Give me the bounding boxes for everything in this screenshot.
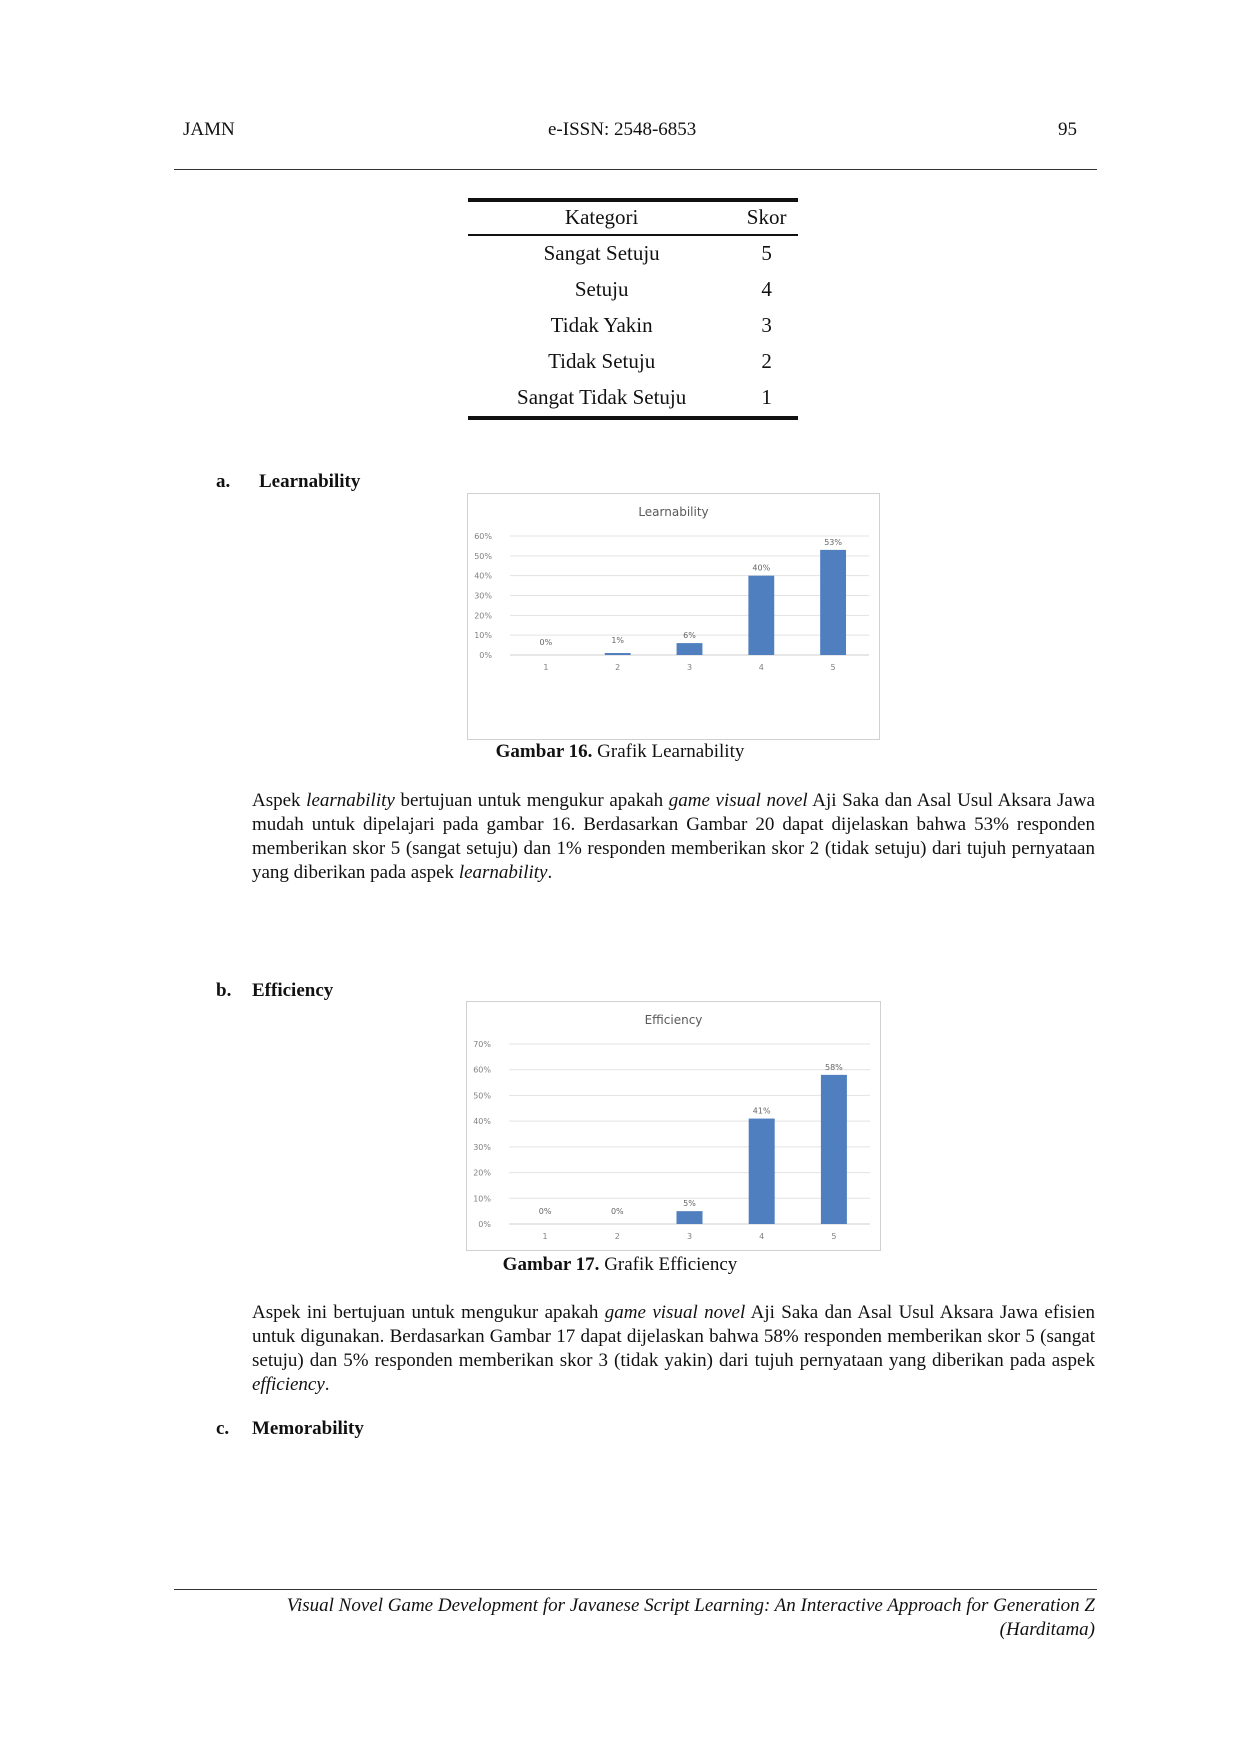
- table-row: Sangat Tidak Setuju 1: [468, 380, 798, 420]
- score-table: Kategori Skor Sangat Setuju 5 Setuju 4 Tidak…: [468, 198, 798, 420]
- footer-rule: [174, 1589, 1097, 1590]
- header-rule: [174, 169, 1097, 170]
- category-cell: Sangat Tidak Setuju: [468, 380, 736, 420]
- bar: [748, 575, 775, 655]
- table-row: Tidak Yakin 3: [468, 308, 798, 344]
- bar: [820, 1074, 847, 1224]
- category-cell: Setuju: [574, 277, 629, 301]
- paragraph: Aspek learnability bertujuan untuk mengu…: [252, 789, 1095, 885]
- bar: [604, 653, 631, 655]
- page-number: 95: [1058, 119, 1077, 140]
- section-title: Memorability: [252, 1418, 364, 1439]
- data-label: 5%: [683, 1199, 696, 1208]
- y-tick-label: 50%: [474, 552, 492, 561]
- table-row: Setuju 4: [468, 272, 798, 308]
- chart-learnability: Learnability 0% 10% 20% 30% 40% 50% 60% 0% 1 1% 2 6%…: [467, 493, 880, 740]
- chart-title: Learnability: [638, 505, 708, 519]
- paragraph-text: game visual novel: [604, 1302, 746, 1323]
- data-label: 53%: [824, 538, 842, 547]
- table-row: Sangat Setuju 5: [468, 235, 798, 272]
- data-label: 0%: [611, 1207, 624, 1216]
- data-label: 40%: [752, 564, 770, 573]
- section-letter: a.: [216, 471, 231, 492]
- y-tick-label: 40%: [474, 572, 492, 581]
- figure-caption: Gambar 17. Grafik Efficiency: [0, 1254, 1240, 1276]
- caption-label: Gambar 17.: [502, 1254, 600, 1275]
- table-row: Tidak Setuju 2: [468, 344, 798, 380]
- x-tick-label: 1: [543, 663, 548, 672]
- bar: [676, 1211, 703, 1224]
- paragraph-text: Aji Saka dan Asal Usul Aksara Jawa mudah…: [252, 790, 1095, 883]
- y-tick-label: 20%: [473, 1169, 491, 1178]
- y-tick-label: 40%: [473, 1117, 491, 1126]
- figure-caption: Gambar 16. Grafik Learnability: [0, 741, 1240, 763]
- category-cell: Tidak Setuju: [548, 349, 656, 373]
- y-tick-label: 60%: [474, 532, 492, 541]
- data-label: 6%: [683, 631, 696, 640]
- x-tick-label: 5: [831, 1232, 836, 1241]
- data-label: 41%: [753, 1107, 771, 1116]
- data-label: 1%: [611, 636, 624, 645]
- journal-name: JAMN: [183, 119, 235, 140]
- bar: [748, 1118, 775, 1224]
- section-title: Efficiency: [252, 980, 334, 1001]
- y-tick-label: 20%: [474, 611, 492, 620]
- paragraph-text: .: [547, 862, 553, 883]
- x-tick-label: 2: [615, 663, 620, 672]
- y-tick-label: 70%: [473, 1040, 491, 1049]
- y-tick-label: 10%: [473, 1194, 491, 1203]
- data-label: 0%: [539, 1207, 552, 1216]
- caption-text: Grafik Efficiency: [599, 1254, 738, 1275]
- paragraph-text: learnability: [458, 862, 548, 883]
- x-tick-label: 3: [687, 1232, 692, 1241]
- footer-author: (Harditama): [999, 1619, 1095, 1640]
- x-tick-label: 2: [615, 1232, 620, 1241]
- paragraph: Aspek ini bertujuan untuk mengukur apaka…: [252, 1301, 1095, 1397]
- paragraph-text: game visual novel: [668, 790, 808, 811]
- x-tick-label: 3: [687, 663, 692, 672]
- y-tick-label: 10%: [474, 631, 492, 640]
- table-header: Kategori: [468, 198, 736, 236]
- y-tick-label: 0%: [479, 651, 492, 660]
- score-cell: 5: [761, 241, 772, 265]
- paragraph-text: bertujuan untuk mengukur apakah: [394, 790, 669, 811]
- footer-line: Visual Novel Game Development for Javane…: [286, 1595, 1095, 1616]
- footer-title: Visual Novel Game Development for Javane…: [287, 1594, 1095, 1642]
- issn: e-ISSN: 2548-6853: [548, 119, 697, 140]
- caption-label: Gambar 16.: [495, 741, 593, 762]
- data-label: 58%: [825, 1063, 843, 1072]
- x-tick-label: 5: [831, 663, 836, 672]
- x-tick-label: 1: [543, 1232, 548, 1241]
- score-cell: 4: [761, 277, 772, 301]
- paragraph-text: Aspek: [252, 790, 307, 811]
- x-tick-label: 4: [759, 1232, 764, 1241]
- y-tick-label: 60%: [473, 1066, 491, 1075]
- bar: [676, 643, 703, 655]
- y-tick-label: 30%: [473, 1143, 491, 1152]
- table-header: Skor: [735, 198, 798, 236]
- chart-title: Efficiency: [645, 1013, 703, 1027]
- score-cell: 3: [761, 313, 772, 337]
- paragraph-text: efficiency: [252, 1374, 325, 1395]
- score-cell: 2: [761, 349, 772, 373]
- paragraph-text: Aji Saka dan Asal Usul Aksara Jawa efisi…: [252, 1302, 1096, 1371]
- y-tick-label: 30%: [474, 592, 492, 601]
- data-label: 0%: [540, 638, 553, 647]
- section-letter: c.: [216, 1418, 230, 1439]
- y-tick-label: 50%: [473, 1091, 491, 1100]
- paragraph-text: Aspek ini bertujuan untuk mengukur apaka…: [252, 1302, 605, 1323]
- score-cell: 1: [735, 380, 798, 420]
- y-tick-label: 0%: [478, 1220, 491, 1229]
- section-letter: b.: [216, 980, 232, 1001]
- section-title: Learnability: [259, 471, 361, 492]
- category-cell: Tidak Yakin: [550, 313, 653, 337]
- chart-efficiency: Efficiency 0% 10% 20% 30% 40% 50% 60% 70% 0% 1 0% 2 5…: [466, 1001, 881, 1251]
- caption-text: Grafik Learnability: [592, 741, 745, 762]
- bar: [820, 549, 847, 655]
- x-tick-label: 4: [759, 663, 764, 672]
- paragraph-text: .: [324, 1374, 330, 1395]
- category-cell: Sangat Setuju: [543, 241, 660, 265]
- paragraph-text: learnability: [306, 790, 395, 811]
